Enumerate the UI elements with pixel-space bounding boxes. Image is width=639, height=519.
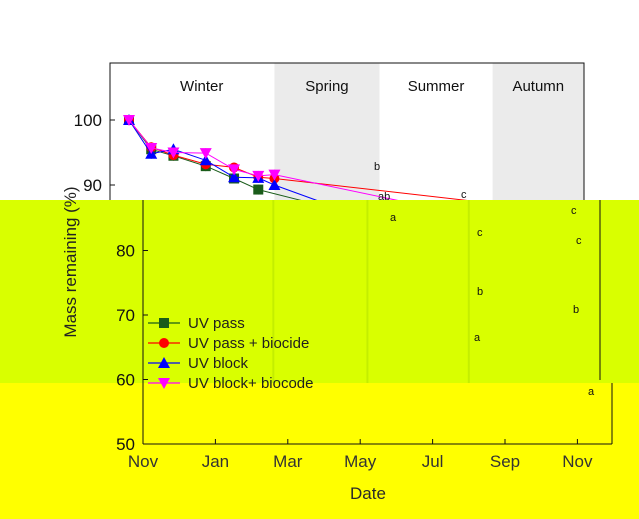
data-point [228, 171, 241, 183]
significance-letter: c [571, 205, 577, 217]
data-point [159, 318, 169, 328]
x-tick-label: May [344, 452, 377, 471]
x-tick-label: Nov [562, 452, 593, 471]
data-point [228, 164, 241, 176]
significance-letter: ab [378, 191, 390, 203]
significance-letter: b [477, 286, 483, 298]
data-point [252, 170, 265, 182]
data-point [123, 115, 135, 126]
overlay-bottom [0, 383, 639, 519]
data-point [158, 378, 170, 389]
x-tick-label: Jan [202, 452, 229, 471]
band-separator [272, 200, 275, 383]
y-tick-label: 50 [116, 435, 135, 454]
y-axis-label: Mass remaining (%) [61, 186, 80, 337]
data-point [253, 184, 264, 195]
significance-letter: b [573, 304, 579, 316]
data-point [268, 179, 281, 190]
season-label: Spring [305, 78, 348, 95]
data-point [159, 338, 169, 348]
significance-letter: a [474, 332, 481, 344]
significance-letter: a [390, 212, 397, 224]
significance-letter: a [588, 386, 595, 398]
data-point [268, 169, 281, 181]
season-label: Winter [180, 78, 223, 95]
legend-label: UV pass + biocide [188, 335, 309, 352]
lower-plot-area: 50 60 70 80 Nov Jan Mar May Jul Sep Nov [0, 200, 639, 519]
season-band-summer [379, 63, 493, 200]
significance-letter: c [461, 189, 467, 201]
x-tick-label: Mar [273, 452, 303, 471]
significance-letter: c [576, 235, 582, 247]
band-separator [366, 200, 369, 383]
upper-y-tick-label: 90 [83, 176, 102, 195]
season-label: Summer [408, 78, 465, 95]
data-point [158, 357, 170, 368]
legend: UV pass UV pass + biocide UV block UV block… [148, 315, 314, 392]
y-tick-label: 80 [116, 242, 135, 261]
x-tick-label: Jul [422, 452, 444, 471]
season-band-autumn [492, 63, 584, 200]
significance-letter: c [477, 227, 483, 239]
legend-item: UV pass + biocide [148, 335, 309, 352]
y-tick-label: 70 [116, 306, 135, 325]
y-tick-label: 60 [116, 371, 135, 390]
data-point [199, 154, 212, 166]
legend-item: UV pass [148, 315, 245, 332]
legend-label: UV block+ biocode [188, 375, 314, 392]
season-band-spring [274, 63, 380, 200]
legend-item: UV block [148, 355, 249, 372]
legend-label: UV block [188, 355, 249, 372]
x-tick-label: Sep [490, 452, 520, 471]
legend-item: UV block+ biocode [148, 375, 314, 392]
upper-plot-area: Winter Spring Summer Autumn 100 90 [74, 62, 614, 390]
x-tick-label: Nov [128, 452, 159, 471]
legend-label: UV pass [188, 315, 245, 332]
band-separator [467, 200, 470, 383]
significance-letter: b [374, 161, 380, 173]
overlay-band [0, 200, 639, 383]
data-point [167, 147, 180, 159]
season-label: Autumn [512, 78, 564, 95]
upper-y-tick-label: 100 [74, 111, 102, 130]
x-axis-label: Date [350, 484, 386, 503]
data-point [145, 142, 158, 154]
data-point [199, 148, 212, 160]
